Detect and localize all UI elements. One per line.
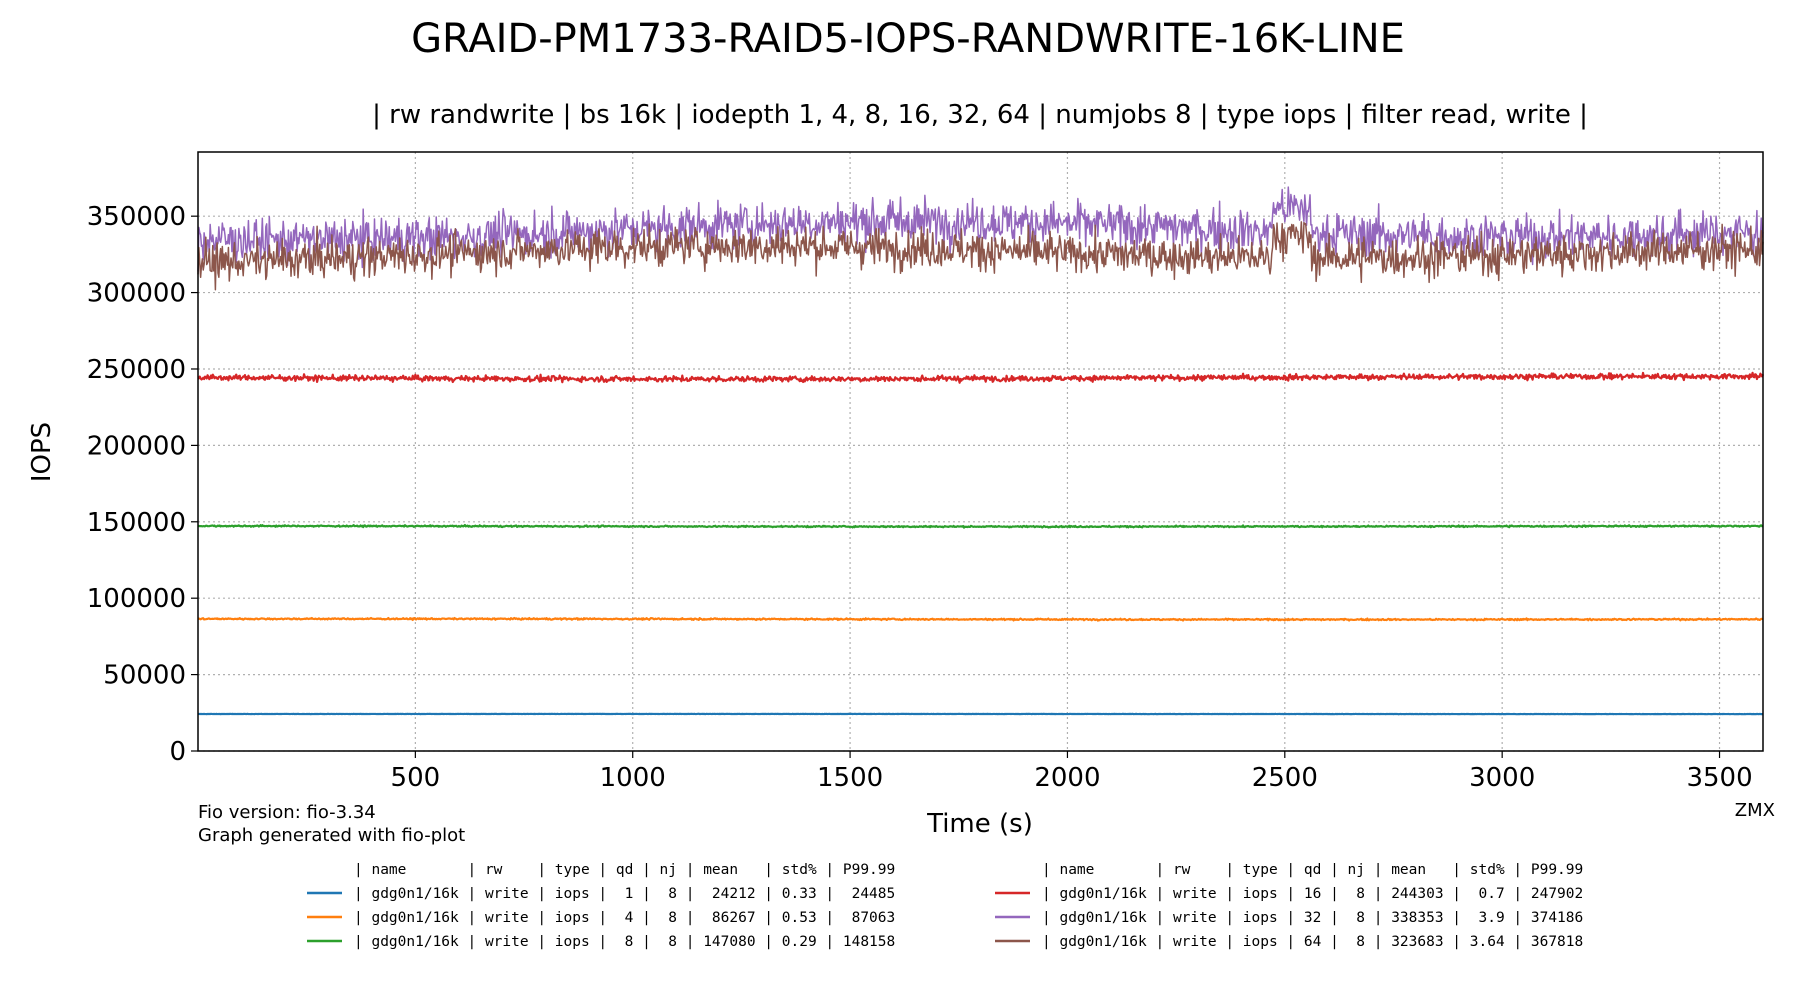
y-axis-label: IOPS xyxy=(27,422,57,482)
legend-entry: | gdg0n1/16k | write | iops | 32 | 8 | 3… xyxy=(1042,910,1583,926)
tick-layer: 500 1000 1500 2000 2500 3000 3500 0 50000 100000 1… xyxy=(87,202,1753,793)
series-line-qd-3 xyxy=(197,371,1765,384)
legend-entry: | gdg0n1/16k | write | iops | 4 | 8 | 86… xyxy=(354,910,895,926)
legend-entry: | gdg0n1/16k | write | iops | 64 | 8 | 3… xyxy=(1042,934,1583,950)
x-tick-label: 500 xyxy=(391,763,441,793)
author-note: ZMX xyxy=(1735,800,1775,821)
y-tick-label: 350000 xyxy=(87,202,186,232)
y-tick-label: 250000 xyxy=(87,355,186,385)
legend: | name | rw | type | qd | nj | mean | st… xyxy=(307,862,1583,950)
legend-entry: | gdg0n1/16k | write | iops | 8 | 8 | 14… xyxy=(354,934,895,950)
x-axis-label: Time (s) xyxy=(926,809,1033,839)
legend-header: | name | rw | type | qd | nj | mean | st… xyxy=(354,862,895,878)
series-line-qd-2 xyxy=(197,523,1764,529)
plot-frame xyxy=(197,151,1764,752)
y-tick-label: 50000 xyxy=(103,661,186,691)
legend-entry: | gdg0n1/16k | write | iops | 1 | 8 | 24… xyxy=(354,886,895,902)
y-tick-label: 0 xyxy=(169,737,186,767)
series-line-qd-1 xyxy=(197,616,1764,622)
y-tick-label: 150000 xyxy=(87,508,186,538)
legend-header: | name | rw | type | qd | nj | mean | st… xyxy=(1042,862,1583,878)
y-tick-label: 100000 xyxy=(87,584,186,614)
x-tick-label: 2500 xyxy=(1252,763,1318,793)
y-tick-label: 300000 xyxy=(87,279,186,309)
x-tick-label: 1000 xyxy=(600,763,666,793)
x-tick-label: 1500 xyxy=(817,763,883,793)
y-tick-label: 200000 xyxy=(87,431,186,461)
x-tick-label: 2000 xyxy=(1034,763,1100,793)
legend-entry: | gdg0n1/16k | write | iops | 16 | 8 | 2… xyxy=(1042,886,1583,902)
x-tick-label: 3500 xyxy=(1686,763,1752,793)
chart-subtitle: | rw randwrite | bs 16k | iodepth 1, 4, … xyxy=(372,100,1588,130)
series-line-qd-5 xyxy=(197,221,1764,291)
series-line-qd-4 xyxy=(197,186,1764,272)
series-layer xyxy=(197,186,1765,716)
chart-title: GRAID-PM1733-RAID5-IOPS-RANDWRITE-16K-LI… xyxy=(411,16,1405,62)
x-tick-label: 3000 xyxy=(1469,763,1535,793)
generated-note: Graph generated with fio-plot xyxy=(198,825,465,846)
fio-version-note: Fio version: fio-3.34 xyxy=(198,802,376,823)
